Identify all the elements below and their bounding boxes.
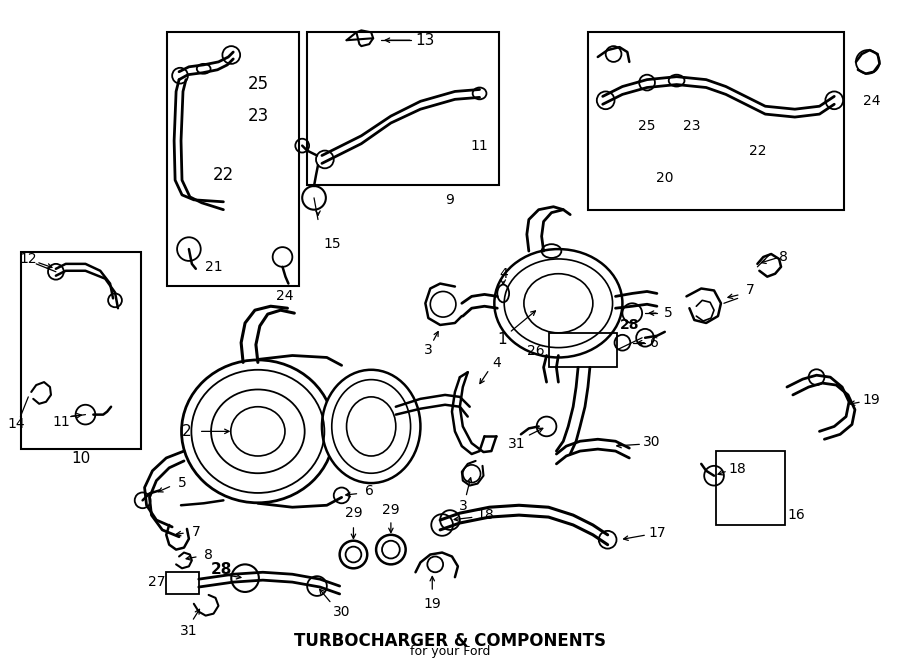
Text: 28: 28 — [619, 318, 639, 332]
Bar — [166, 572, 199, 594]
Text: 30: 30 — [333, 605, 350, 619]
Text: 22: 22 — [212, 166, 234, 184]
Text: 29: 29 — [345, 506, 363, 520]
Text: 2: 2 — [182, 424, 192, 439]
Bar — [716, 451, 785, 525]
Text: 25: 25 — [638, 119, 656, 133]
Text: 14: 14 — [8, 418, 25, 432]
Text: 10: 10 — [71, 451, 90, 467]
Text: 11: 11 — [52, 414, 69, 428]
Text: 23: 23 — [248, 107, 268, 125]
Text: 17: 17 — [648, 526, 666, 540]
Text: 6: 6 — [364, 485, 373, 498]
Text: 27: 27 — [148, 575, 165, 589]
Text: TURBOCHARGER & COMPONENTS: TURBOCHARGER & COMPONENTS — [294, 632, 606, 650]
Text: 4: 4 — [499, 267, 508, 281]
Text: 4: 4 — [492, 356, 500, 370]
Bar — [22, 252, 140, 449]
Ellipse shape — [322, 369, 420, 483]
Text: 5: 5 — [177, 476, 186, 490]
Text: 26: 26 — [526, 344, 544, 358]
Text: 22: 22 — [749, 143, 766, 157]
Bar — [307, 32, 500, 185]
Text: 30: 30 — [644, 435, 661, 449]
Bar — [588, 32, 844, 210]
Text: 7: 7 — [746, 284, 755, 297]
Text: 1: 1 — [498, 332, 507, 347]
Text: 11: 11 — [471, 139, 489, 153]
Bar — [167, 32, 300, 286]
Text: 8: 8 — [204, 547, 213, 562]
Text: 7: 7 — [192, 525, 200, 539]
Text: 31: 31 — [180, 625, 198, 639]
Text: 23: 23 — [682, 119, 700, 133]
Text: 31: 31 — [508, 437, 526, 451]
Text: 12: 12 — [20, 252, 37, 266]
Text: 3: 3 — [424, 342, 433, 356]
Text: 8: 8 — [778, 250, 788, 264]
Text: 19: 19 — [863, 393, 880, 407]
Text: 16: 16 — [788, 508, 806, 522]
Text: 25: 25 — [248, 75, 268, 93]
Text: 6: 6 — [651, 336, 660, 350]
Text: 24: 24 — [275, 290, 293, 303]
Text: 5: 5 — [664, 306, 673, 320]
Text: 19: 19 — [423, 597, 441, 611]
Text: 20: 20 — [656, 171, 673, 185]
Ellipse shape — [494, 249, 623, 358]
Text: 18: 18 — [729, 462, 747, 476]
Text: 13: 13 — [416, 32, 435, 48]
Bar — [548, 333, 617, 368]
Text: 21: 21 — [204, 260, 222, 274]
Text: 28: 28 — [211, 562, 232, 577]
Text: 18: 18 — [477, 508, 494, 522]
Ellipse shape — [182, 360, 334, 503]
Text: 15: 15 — [323, 237, 340, 251]
Text: 3: 3 — [459, 499, 468, 513]
Text: for your Ford: for your Ford — [410, 644, 490, 658]
Text: 9: 9 — [446, 193, 454, 207]
Text: 29: 29 — [382, 503, 400, 517]
Text: 24: 24 — [863, 95, 880, 108]
